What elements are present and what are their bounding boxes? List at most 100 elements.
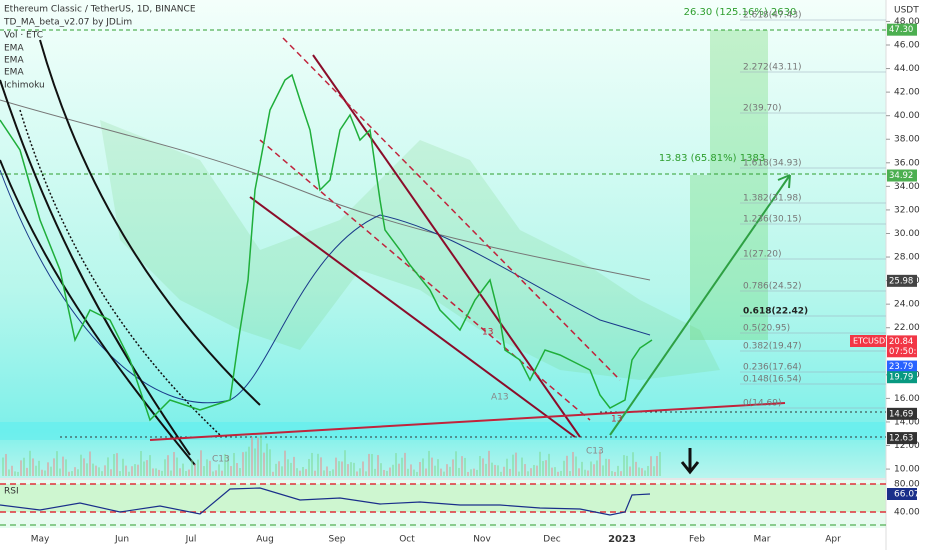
volume-bar <box>518 471 520 476</box>
volume-bar <box>179 468 181 476</box>
volume-bar <box>32 458 34 476</box>
indicator: EMA <box>4 68 24 78</box>
fib-label: 1.382(31.98) <box>743 194 802 204</box>
fib-label: 2.272(43.11) <box>743 63 802 73</box>
volume-bar <box>371 453 373 476</box>
volume-bar <box>656 456 658 476</box>
volume-bar <box>95 465 97 476</box>
rsi-value: 66.07 <box>894 490 920 500</box>
price-tag <box>887 407 917 420</box>
volume-bar <box>614 471 616 476</box>
rsi-label: RSI <box>4 487 19 497</box>
volume-bar <box>182 463 184 476</box>
price-tag-label: 25.98 <box>889 276 913 286</box>
volume-bar <box>350 462 352 476</box>
volume-bar <box>416 471 418 476</box>
indicator: Ichimoku <box>4 81 45 91</box>
volume-bar <box>395 453 397 476</box>
price-tick-label: 12.00 <box>894 441 920 451</box>
volume-bar <box>500 471 502 476</box>
volume-bar <box>275 463 277 476</box>
volume-bar <box>2 457 4 476</box>
volume-bar <box>290 462 292 476</box>
volume-bar <box>632 452 634 476</box>
price-tag <box>887 371 917 384</box>
price-tag <box>887 169 917 182</box>
annotation: C13 <box>212 455 230 465</box>
volume-bar <box>521 457 523 476</box>
down-arrow <box>680 448 700 475</box>
volume-bar <box>251 437 253 476</box>
volume-bar <box>587 470 589 476</box>
price-tick-label: 10.00 <box>894 465 920 475</box>
volume-bar <box>608 459 610 476</box>
volume-bar <box>83 458 85 476</box>
indicator: EMA <box>4 56 24 66</box>
volume-bar <box>491 462 493 476</box>
volume-bar <box>641 468 643 476</box>
price-line <box>0 73 653 422</box>
volume-bar <box>113 454 115 476</box>
arrow-head <box>777 174 791 189</box>
volume-bar <box>452 459 454 476</box>
volume-bar <box>482 458 484 476</box>
volume-bar <box>581 461 583 476</box>
volume-bar <box>149 455 151 476</box>
volume-bar <box>635 461 637 476</box>
fib-label: 0.236(17.64) <box>743 363 802 373</box>
volume-bar <box>557 471 559 476</box>
volume-bar <box>308 458 310 476</box>
rsi-level: 40.00 <box>894 508 920 518</box>
volume-bar <box>23 457 25 476</box>
volume-bar <box>164 459 166 476</box>
price-tag-label: 07:50:23 <box>889 347 927 357</box>
volume-bar <box>59 468 61 476</box>
annotation: A13 <box>491 393 509 403</box>
volume-bar <box>170 470 172 476</box>
volume-bar <box>194 463 196 476</box>
volume-bar <box>71 471 73 476</box>
volume-bar <box>440 468 442 476</box>
volume-bar <box>68 471 70 476</box>
volume-bar <box>401 457 403 476</box>
volume-bar <box>38 460 40 476</box>
volume-bar <box>200 450 202 476</box>
cyan-band <box>0 422 886 440</box>
volume-bar <box>245 451 247 476</box>
volume-bar <box>140 451 142 476</box>
volume-bar <box>530 468 532 476</box>
volume-bar <box>353 462 355 476</box>
volume-bar <box>137 464 139 476</box>
volume-bar <box>551 467 553 476</box>
price-tag-label: 14.69 <box>889 409 913 419</box>
price-tick-label: 14.00 <box>894 417 920 427</box>
indicator: Vol · ETC <box>4 31 43 41</box>
time-label: Nov <box>473 535 491 545</box>
volume-bar <box>638 467 640 476</box>
volume-bar <box>161 470 163 476</box>
volume-bar <box>407 468 409 476</box>
trend-line <box>149 402 786 441</box>
volume-bar <box>545 460 547 476</box>
volume-bar <box>593 464 595 476</box>
price-tick-label: 32.00 <box>894 205 920 215</box>
volume-bar <box>359 468 361 476</box>
volume-bar <box>524 464 526 476</box>
volume-bar <box>503 466 505 476</box>
volume-bar <box>206 459 208 476</box>
fib-label: 0.148(16.54) <box>743 375 802 385</box>
volume-bar <box>260 434 262 476</box>
rsi-level: 80.00 <box>894 480 920 490</box>
time-label: Sep <box>329 535 346 545</box>
time-label: Aug <box>256 535 274 545</box>
volume-bar <box>449 466 451 476</box>
indicator: EMA <box>4 44 24 54</box>
volume-bar <box>296 468 298 476</box>
arc <box>0 79 191 456</box>
volume-bar <box>215 470 217 476</box>
volume-bar <box>311 452 313 476</box>
volume-bar <box>224 453 226 476</box>
volume-bar <box>548 453 550 476</box>
volume-bar <box>110 469 112 476</box>
volume-bar <box>434 465 436 476</box>
